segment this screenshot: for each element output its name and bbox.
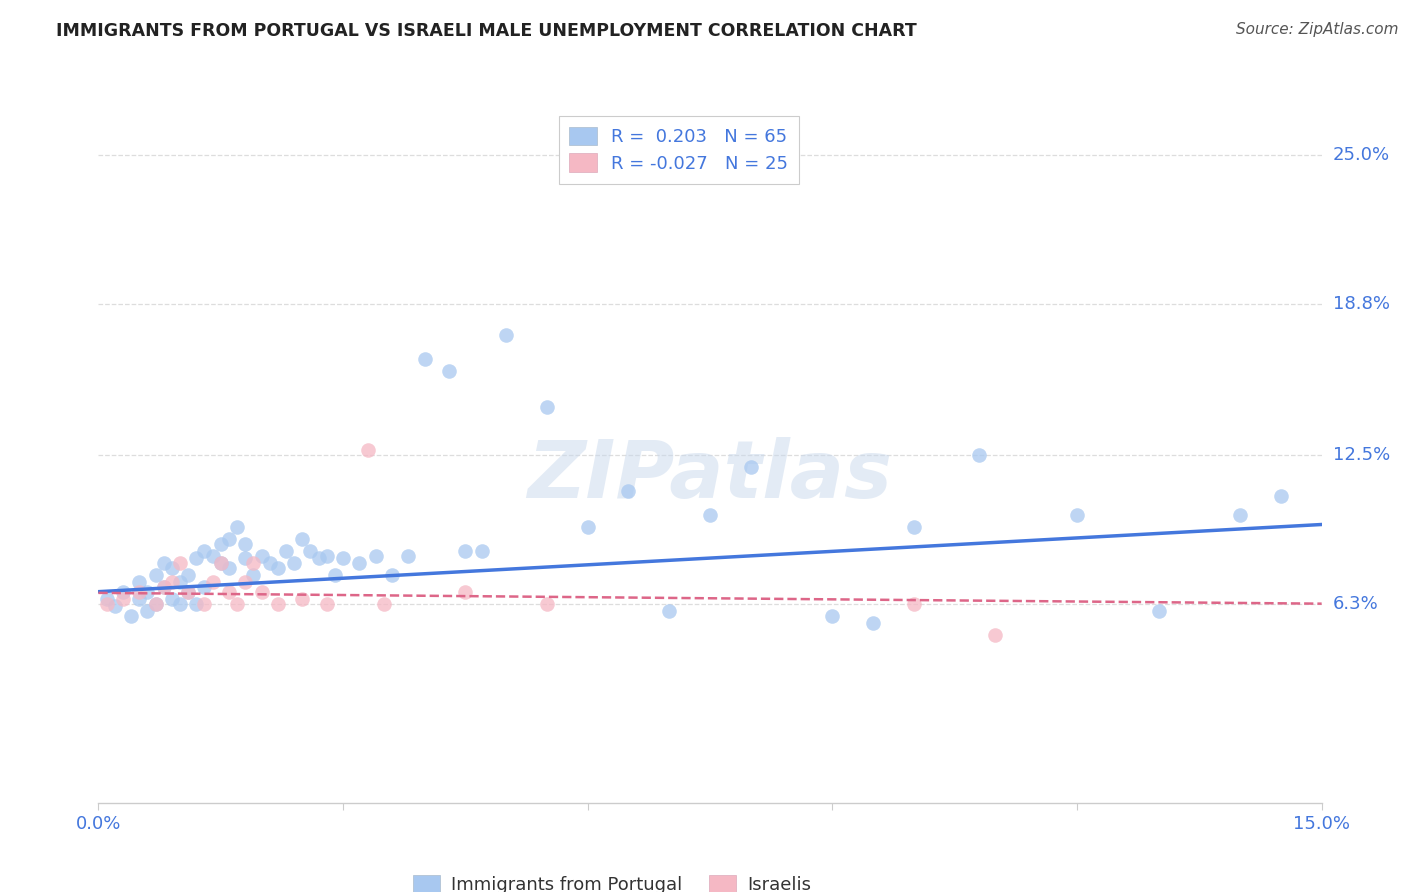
Point: [96, 591, 118, 606]
Point: [250, 584, 273, 599]
Point: [242, 567, 264, 582]
Point: [454, 584, 477, 599]
Text: ZIPatlas: ZIPatlas: [527, 437, 893, 515]
Point: [903, 597, 925, 611]
Point: [193, 580, 215, 594]
Point: [169, 575, 191, 590]
Point: [454, 544, 477, 558]
Point: [218, 532, 240, 546]
Point: [413, 351, 436, 366]
Point: [617, 483, 640, 498]
Point: [152, 580, 174, 594]
Point: [536, 400, 558, 414]
Point: [323, 567, 346, 582]
Point: [218, 560, 240, 574]
Point: [169, 597, 191, 611]
Point: [299, 544, 322, 558]
Point: [364, 549, 387, 563]
Text: 25.0%: 25.0%: [1333, 146, 1391, 164]
Point: [740, 459, 762, 474]
Point: [128, 591, 150, 606]
Point: [160, 560, 183, 574]
Point: [209, 556, 232, 570]
Point: [233, 537, 256, 551]
Point: [209, 556, 232, 570]
Point: [111, 584, 134, 599]
Point: [218, 584, 240, 599]
Point: [658, 604, 681, 618]
Point: [381, 567, 404, 582]
Point: [128, 575, 150, 590]
Point: [332, 551, 354, 566]
Point: [315, 549, 337, 563]
Point: [242, 556, 264, 570]
Point: [495, 328, 517, 343]
Point: [259, 556, 281, 570]
Point: [291, 532, 314, 546]
Point: [437, 364, 460, 378]
Point: [233, 551, 256, 566]
Point: [1066, 508, 1088, 522]
Point: [699, 508, 721, 522]
Point: [186, 597, 208, 611]
Point: [984, 628, 1007, 642]
Point: [821, 608, 844, 623]
Point: [1270, 489, 1292, 503]
Point: [308, 551, 330, 566]
Point: [193, 544, 215, 558]
Point: [145, 597, 167, 611]
Point: [111, 591, 134, 606]
Point: [226, 520, 249, 534]
Point: [120, 608, 142, 623]
Point: [291, 591, 314, 606]
Point: [267, 560, 290, 574]
Point: [96, 597, 118, 611]
Point: [152, 556, 174, 570]
Point: [576, 520, 599, 534]
Point: [283, 556, 305, 570]
Point: [136, 584, 159, 599]
Point: [356, 443, 378, 458]
Point: [396, 549, 419, 563]
Point: [471, 544, 494, 558]
Point: [145, 567, 167, 582]
Point: [177, 584, 200, 599]
Point: [177, 567, 200, 582]
Point: [128, 584, 150, 599]
Legend: Immigrants from Portugal, Israelis: Immigrants from Portugal, Israelis: [406, 868, 818, 892]
Point: [250, 549, 273, 563]
Point: [1229, 508, 1251, 522]
Point: [177, 584, 200, 599]
Point: [226, 597, 249, 611]
Point: [209, 537, 232, 551]
Point: [267, 597, 290, 611]
Point: [862, 615, 884, 630]
Text: Source: ZipAtlas.com: Source: ZipAtlas.com: [1236, 22, 1399, 37]
Point: [315, 597, 337, 611]
Point: [160, 591, 183, 606]
Text: 6.3%: 6.3%: [1333, 595, 1378, 613]
Point: [903, 520, 925, 534]
Point: [233, 575, 256, 590]
Point: [349, 556, 371, 570]
Point: [104, 599, 127, 613]
Point: [1147, 604, 1170, 618]
Point: [201, 575, 224, 590]
Point: [186, 551, 208, 566]
Text: 12.5%: 12.5%: [1333, 446, 1391, 464]
Point: [193, 597, 215, 611]
Text: IMMIGRANTS FROM PORTUGAL VS ISRAELI MALE UNEMPLOYMENT CORRELATION CHART: IMMIGRANTS FROM PORTUGAL VS ISRAELI MALE…: [56, 22, 917, 40]
Point: [145, 597, 167, 611]
Point: [536, 597, 558, 611]
Point: [152, 580, 174, 594]
Point: [160, 575, 183, 590]
Point: [201, 549, 224, 563]
Point: [967, 448, 990, 462]
Point: [373, 597, 395, 611]
Point: [274, 544, 297, 558]
Text: 18.8%: 18.8%: [1333, 294, 1389, 313]
Point: [136, 604, 159, 618]
Point: [169, 556, 191, 570]
